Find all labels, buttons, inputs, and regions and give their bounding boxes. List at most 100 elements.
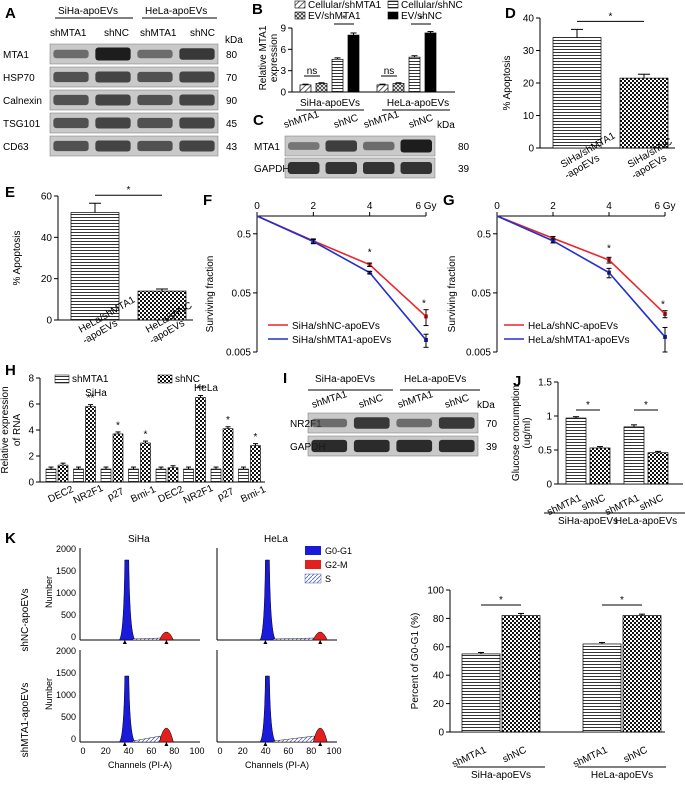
b-y-tick-label: 6 [280,45,286,56]
h-annotation-6: * [226,415,230,426]
k-hist-0-marker-1 [122,640,127,644]
band-label-mta1: MTA1 [254,142,280,153]
k2-group-label-1: HeLa-apoEVs [591,770,653,781]
b-star-sig-label: * [419,14,423,25]
h-cat-label-2: p27 [106,486,126,503]
blot-a-strips: MTA1 80 HSP70 70 Calnexin 90 TSG101 45 CD63 43 [3,43,238,157]
b-legend-label: EV/shMTA1 [308,11,361,22]
h-bar-1-2 [112,433,124,483]
g-x-tick-label: 2 [550,201,556,212]
band-label-nr2f1: NR2F1 [290,419,322,430]
j-sig-label: * [644,400,648,411]
b-legend-swatch [387,11,399,20]
k-hist-2-x-tick-label: 100 [189,746,204,756]
k-hist-2-y-tick-label: 2000 [56,646,76,656]
k2-cat-label-3: shNC [622,745,649,766]
g-annotation-2: * [661,300,665,311]
panel-label-k: K [5,530,16,547]
k2-y-tick-label: 20 [433,699,445,710]
k-col-title-hela: HeLa [264,534,288,545]
k-hist-3-g2m-peak [312,727,328,743]
j-group-label-0: SiHa-apoEVs [558,516,618,527]
b-bar-g0-1 [315,83,328,93]
h-y-label-2: of RNA [12,414,23,447]
b-y-label-2: expression [269,34,280,82]
band-tsg101-lane-3 [137,117,173,129]
blot-a-lane-2: shNC [104,28,129,39]
e-y-tick-label: 20 [41,274,53,285]
k-hist-2-x-tick-label: 80 [169,746,179,756]
h-bar-1-0 [57,464,69,483]
k2-cat-label-2: shMTA1 [572,745,610,771]
b-legend-label: EV/shNC [401,11,442,22]
blot-i-lane-2: shNC [358,393,385,411]
b-bar-g1-0 [376,84,389,93]
band-kda-gapdh: 39 [486,442,498,453]
legend-swatch-g0g1 [305,546,321,555]
k-col-title-siha: SiHa [128,534,150,545]
b-y-tick-label: 3 [280,66,286,77]
k-row-label-shnc: shNC-apoEVs [20,588,31,651]
k-hist-2-g0g1-peak [118,675,136,743]
blot-c-lane-3: shMTA1 [363,109,402,131]
f-x-tick-label: 2 [311,201,317,212]
b-group-label: HeLa-apoEVs [387,98,449,109]
blot-i-strips: NR2F1 70 GAPDH 39 [290,412,498,457]
k-hist-2-y-tick-label: 1000 [56,690,76,700]
j-cat-label-3: shNC [638,493,665,514]
b-bar-g1-3 [424,32,437,93]
h-y-tick-label: 8 [28,374,34,385]
f-line-1 [256,215,427,341]
band-nr2f1-lane-1 [311,418,348,428]
blot-a-group-2: HeLa-apoEVs [145,6,207,17]
panel-j-bar-chart: J 0 0.5 1 1.5 Glucose concumption (ug/ml) shMT… [511,373,685,527]
band-mta1-lane-1 [288,142,320,150]
band-gapdh-lane-4 [400,162,432,174]
blot-i-lane-4: shNC [444,393,471,411]
chart-f: 0 2 4 6 Gy 0.5 0.05 0.005 Surviving fraction SiH… [205,201,437,359]
f-legend-label-1: SiHa/shMTA1-apoEVs [292,335,391,346]
f-x-tick-label: 6 Gy [415,201,436,212]
h-y-tick-label: 2 [28,452,34,463]
k-hist-1-g2m-peak [312,631,328,641]
h-bar-0-5 [183,468,194,483]
band-gapdh-lane-3 [363,162,395,174]
j-y-tick-label: 1 [546,412,552,423]
panel-a-western-blot: A SiHa-apoEVs HeLa-apoEVs shMTA1 shNC sh… [3,5,243,157]
e-y-tick-label: 40 [41,233,53,244]
panel-b-bar-chart: B 0 3 6 9 Relative MTA1 expression ns * ns * Cellu… [252,0,463,111]
b-ns-sig-label: ns [384,66,395,77]
panel-g-line-chart: G 0 2 4 6 Gy 0.5 0.05 0.005 Surviving fraction H… [443,192,676,359]
band-kda-calnexin: 90 [226,96,238,107]
k-hist-2-marker-1 [122,742,127,746]
band-cd63-lane-4 [179,140,215,152]
h-bar-1-6 [222,428,234,483]
legend-label-g0g1: G0-G1 [325,546,352,556]
k-hist-0-g2m-peak [159,631,174,641]
blot-i-group-2: HeLa-apoEVs [404,374,466,385]
h-bar-0-4 [155,468,167,483]
band-nr2f1-lane-4 [438,417,475,429]
blot-a-lane-1: shMTA1 [50,28,87,39]
f-y-tick-label: 0.5 [237,229,251,240]
band-tsg101-lane-2 [95,117,131,129]
k-hist-1-g0g1-peak [259,559,277,641]
g-x-tick-label: 4 [606,201,612,212]
g-y-tick-label: 0.05 [472,288,492,299]
k-hist-2-x-tick-label: 20 [101,746,111,756]
b-y-tick-label: 0 [280,88,286,99]
blot-strip-tsg101 [49,112,219,134]
j-bar-0 [565,417,587,485]
k-hist-2-y-label: Number [44,678,54,710]
b-legend-swatch [294,0,306,9]
k-histograms: 2000150010005000Number2000150010005000Nu… [44,544,342,770]
panel-label-i: I [283,370,287,387]
h-bar-1-7 [250,445,261,483]
blot-i-kda-label: kDa [477,400,495,411]
k-hist-3-g0g1-peak [259,675,277,743]
band-gapdh-lane-2 [353,439,390,453]
b-legend-label: Cellular/shNC [401,0,463,11]
blot-a-kda-label: kDa [225,35,243,46]
